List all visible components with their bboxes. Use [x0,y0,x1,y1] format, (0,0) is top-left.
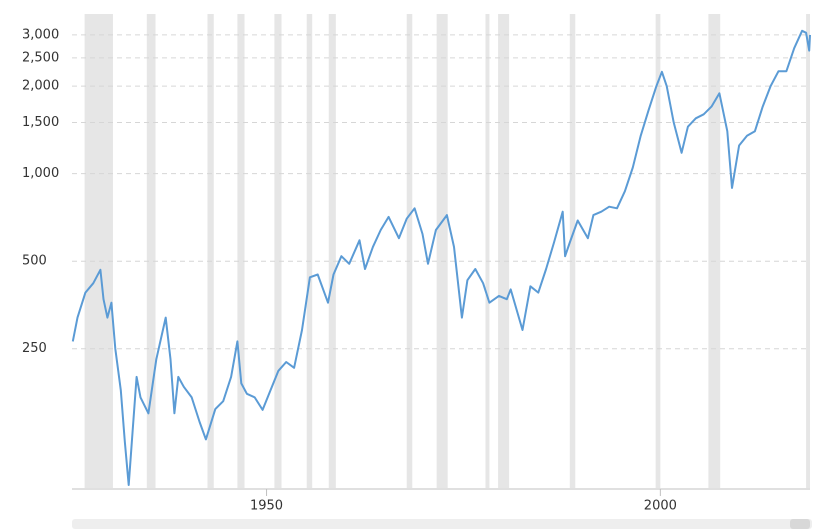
recession-band [655,14,661,488]
recession-band [207,14,214,488]
recession-band [436,14,448,488]
recession-band [485,14,490,488]
y-tick-label: 250 [22,341,47,356]
recession-band [328,14,336,488]
recession-band [708,14,721,488]
y-tick-label: 1,500 [22,115,59,130]
y-tick-label: 1,000 [22,166,59,181]
y-tick-label: 500 [22,254,47,269]
recession-band [806,14,810,488]
recession-band [406,14,413,488]
y-tick-label: 3,000 [22,27,59,42]
x-tick-label: 2000 [644,499,677,514]
navigator-handle[interactable] [790,519,810,529]
recession-band [274,14,282,488]
y-tick-label: 2,500 [22,50,59,65]
recession-band [237,14,245,488]
x-tick-label: 1950 [250,499,283,514]
recession-band [306,14,313,488]
recession-band [146,14,156,488]
recession-band [498,14,510,488]
navigator-bar[interactable] [72,519,812,529]
recession-band [84,14,113,488]
y-tick-label: 2,000 [22,79,59,94]
line-series [71,29,811,486]
recession-band [569,14,576,488]
